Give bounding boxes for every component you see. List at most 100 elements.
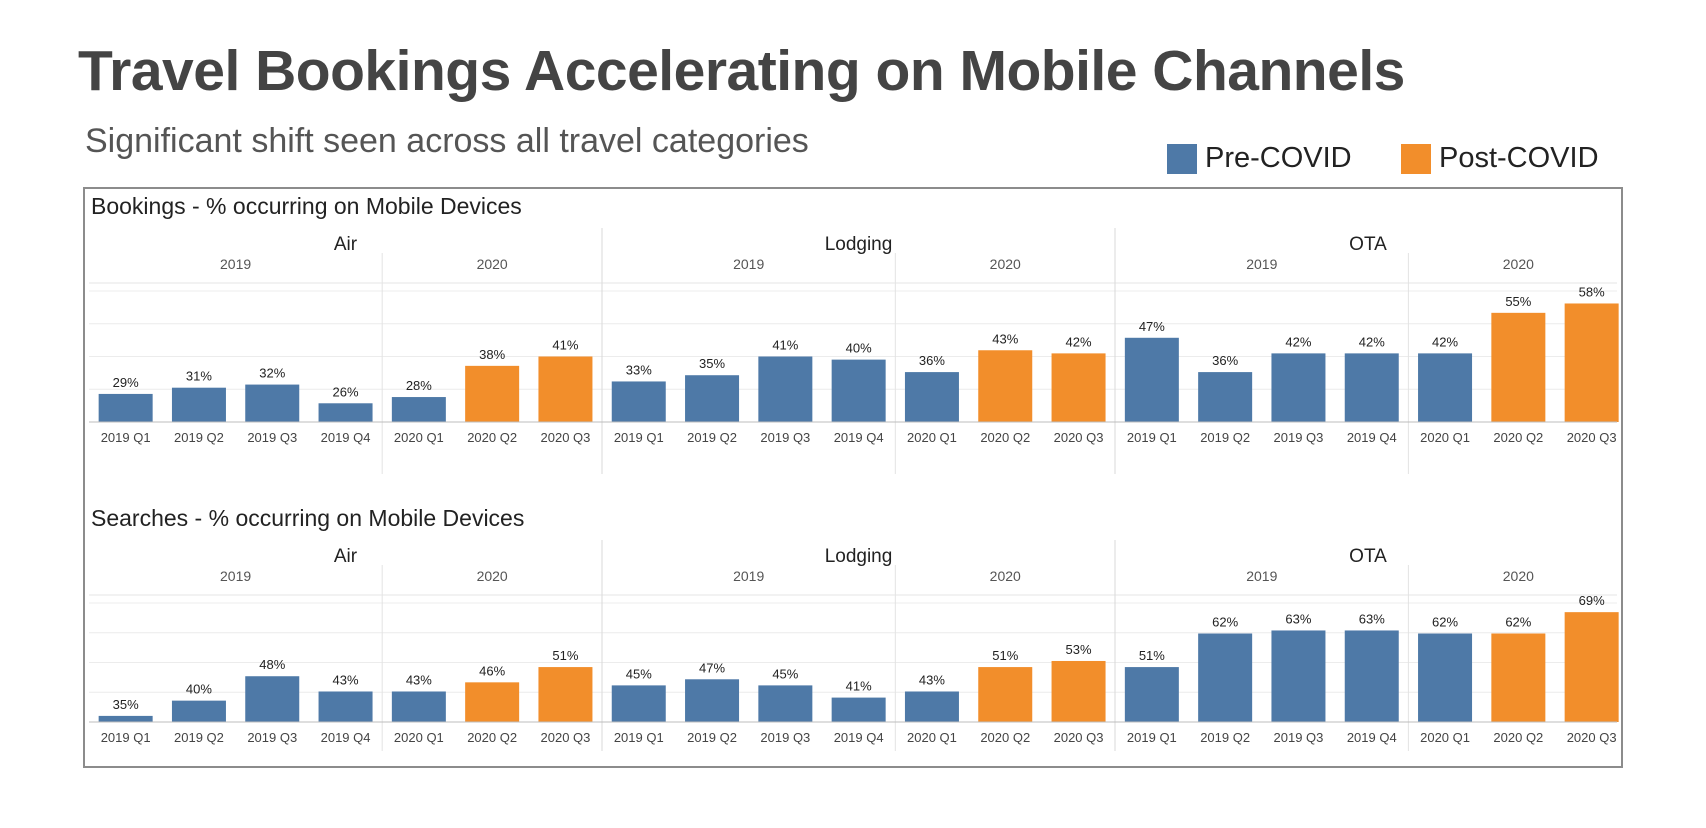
value-label: 36% <box>1212 353 1238 368</box>
bar <box>465 365 520 422</box>
bar <box>538 356 593 422</box>
value-label: 47% <box>699 660 725 675</box>
bar <box>1051 660 1106 722</box>
legend-item-pre-covid: Pre-COVID <box>1167 142 1352 175</box>
x-tick-label: 2020 Q1 <box>394 430 444 445</box>
bar <box>1198 633 1253 722</box>
x-tick-label: 2019 Q1 <box>101 430 151 445</box>
x-tick-label: 2019 Q4 <box>834 730 884 745</box>
bar <box>758 356 813 422</box>
x-tick-label: 2020 Q3 <box>541 730 591 745</box>
value-label: 40% <box>846 341 872 356</box>
x-tick-label: 2019 Q3 <box>247 730 297 745</box>
page-subtitle: Significant shift seen across all travel… <box>85 122 809 160</box>
x-tick-label: 2019 Q2 <box>687 430 737 445</box>
bar <box>245 676 300 722</box>
legend-label-post-covid: Post-COVID <box>1439 142 1599 174</box>
bar <box>904 372 959 422</box>
value-label: 63% <box>1285 611 1311 626</box>
x-tick-label: 2019 Q1 <box>101 730 151 745</box>
chart-title: Bookings - % occurring on Mobile Devices <box>91 193 522 219</box>
x-tick-label: 2020 Q1 <box>907 730 957 745</box>
x-tick-label: 2020 Q3 <box>1054 730 1104 745</box>
bar <box>465 682 520 722</box>
bar <box>538 667 593 722</box>
x-tick-label: 2020 Q1 <box>1420 430 1470 445</box>
bar <box>611 685 666 722</box>
x-tick-label: 2019 Q3 <box>1274 430 1324 445</box>
bar <box>98 393 153 422</box>
group-label: Lodging <box>825 546 893 567</box>
value-label: 63% <box>1359 611 1385 626</box>
x-tick-label: 2019 Q1 <box>1127 730 1177 745</box>
bar <box>978 350 1033 422</box>
year-label: 2020 <box>1503 568 1534 584</box>
bar <box>1564 612 1619 722</box>
year-label: 2019 <box>220 568 251 584</box>
bar <box>978 667 1033 722</box>
year-label: 2020 <box>990 256 1021 272</box>
value-label: 42% <box>1432 334 1458 349</box>
value-label: 62% <box>1212 615 1238 630</box>
bar <box>318 691 373 722</box>
year-label: 2020 <box>1503 256 1534 272</box>
value-label: 58% <box>1579 284 1605 299</box>
x-tick-label: 2019 Q1 <box>1127 430 1177 445</box>
bar <box>391 397 446 422</box>
x-tick-label: 2019 Q4 <box>1347 730 1397 745</box>
x-tick-label: 2019 Q2 <box>1200 730 1250 745</box>
value-label: 48% <box>259 657 285 672</box>
value-label: 32% <box>259 366 285 381</box>
value-label: 43% <box>333 672 359 687</box>
value-label: 43% <box>406 672 432 687</box>
bar <box>831 359 886 422</box>
bar <box>1344 630 1399 722</box>
x-tick-label: 2020 Q1 <box>907 430 957 445</box>
group-label: OTA <box>1349 234 1387 255</box>
value-label: 26% <box>333 384 359 399</box>
x-tick-label: 2019 Q4 <box>321 430 371 445</box>
bar <box>685 375 740 422</box>
legend-item-post-covid: Post-COVID <box>1401 142 1599 175</box>
legend-swatch-post-covid <box>1401 143 1431 174</box>
legend-swatch-pre-covid <box>1167 143 1197 174</box>
value-label: 40% <box>186 682 212 697</box>
year-label: 2019 <box>220 256 251 272</box>
x-tick-label: 2019 Q2 <box>174 730 224 745</box>
bar <box>1491 633 1546 722</box>
value-label: 55% <box>1505 294 1531 309</box>
x-tick-label: 2020 Q2 <box>467 730 517 745</box>
group-label: Air <box>334 546 358 567</box>
bar <box>1564 303 1619 422</box>
bar <box>1198 372 1253 422</box>
bar <box>1271 630 1326 722</box>
x-tick-label: 2020 Q3 <box>541 430 591 445</box>
year-label: 2019 <box>733 568 764 584</box>
bar <box>318 403 373 422</box>
bar <box>1271 353 1326 422</box>
bar <box>611 381 666 422</box>
value-label: 36% <box>919 353 945 368</box>
value-label: 45% <box>772 666 798 681</box>
value-label: 46% <box>479 663 505 678</box>
bar <box>685 679 740 722</box>
value-label: 62% <box>1432 615 1458 630</box>
x-tick-label: 2020 Q2 <box>1493 730 1543 745</box>
value-label: 43% <box>919 672 945 687</box>
value-label: 69% <box>1579 593 1605 608</box>
value-label: 33% <box>626 362 652 377</box>
group-label: OTA <box>1349 546 1387 567</box>
value-label: 28% <box>406 378 432 393</box>
value-label: 42% <box>1285 334 1311 349</box>
x-tick-label: 2020 Q1 <box>1420 730 1470 745</box>
x-tick-label: 2020 Q3 <box>1567 430 1617 445</box>
bar <box>758 685 813 722</box>
bar <box>1124 667 1179 722</box>
bar <box>98 715 153 722</box>
bar <box>1418 633 1473 722</box>
x-tick-label: 2019 Q2 <box>1200 430 1250 445</box>
value-label: 62% <box>1505 615 1531 630</box>
x-tick-label: 2019 Q3 <box>247 430 297 445</box>
value-label: 35% <box>113 697 139 712</box>
value-label: 41% <box>846 679 872 694</box>
